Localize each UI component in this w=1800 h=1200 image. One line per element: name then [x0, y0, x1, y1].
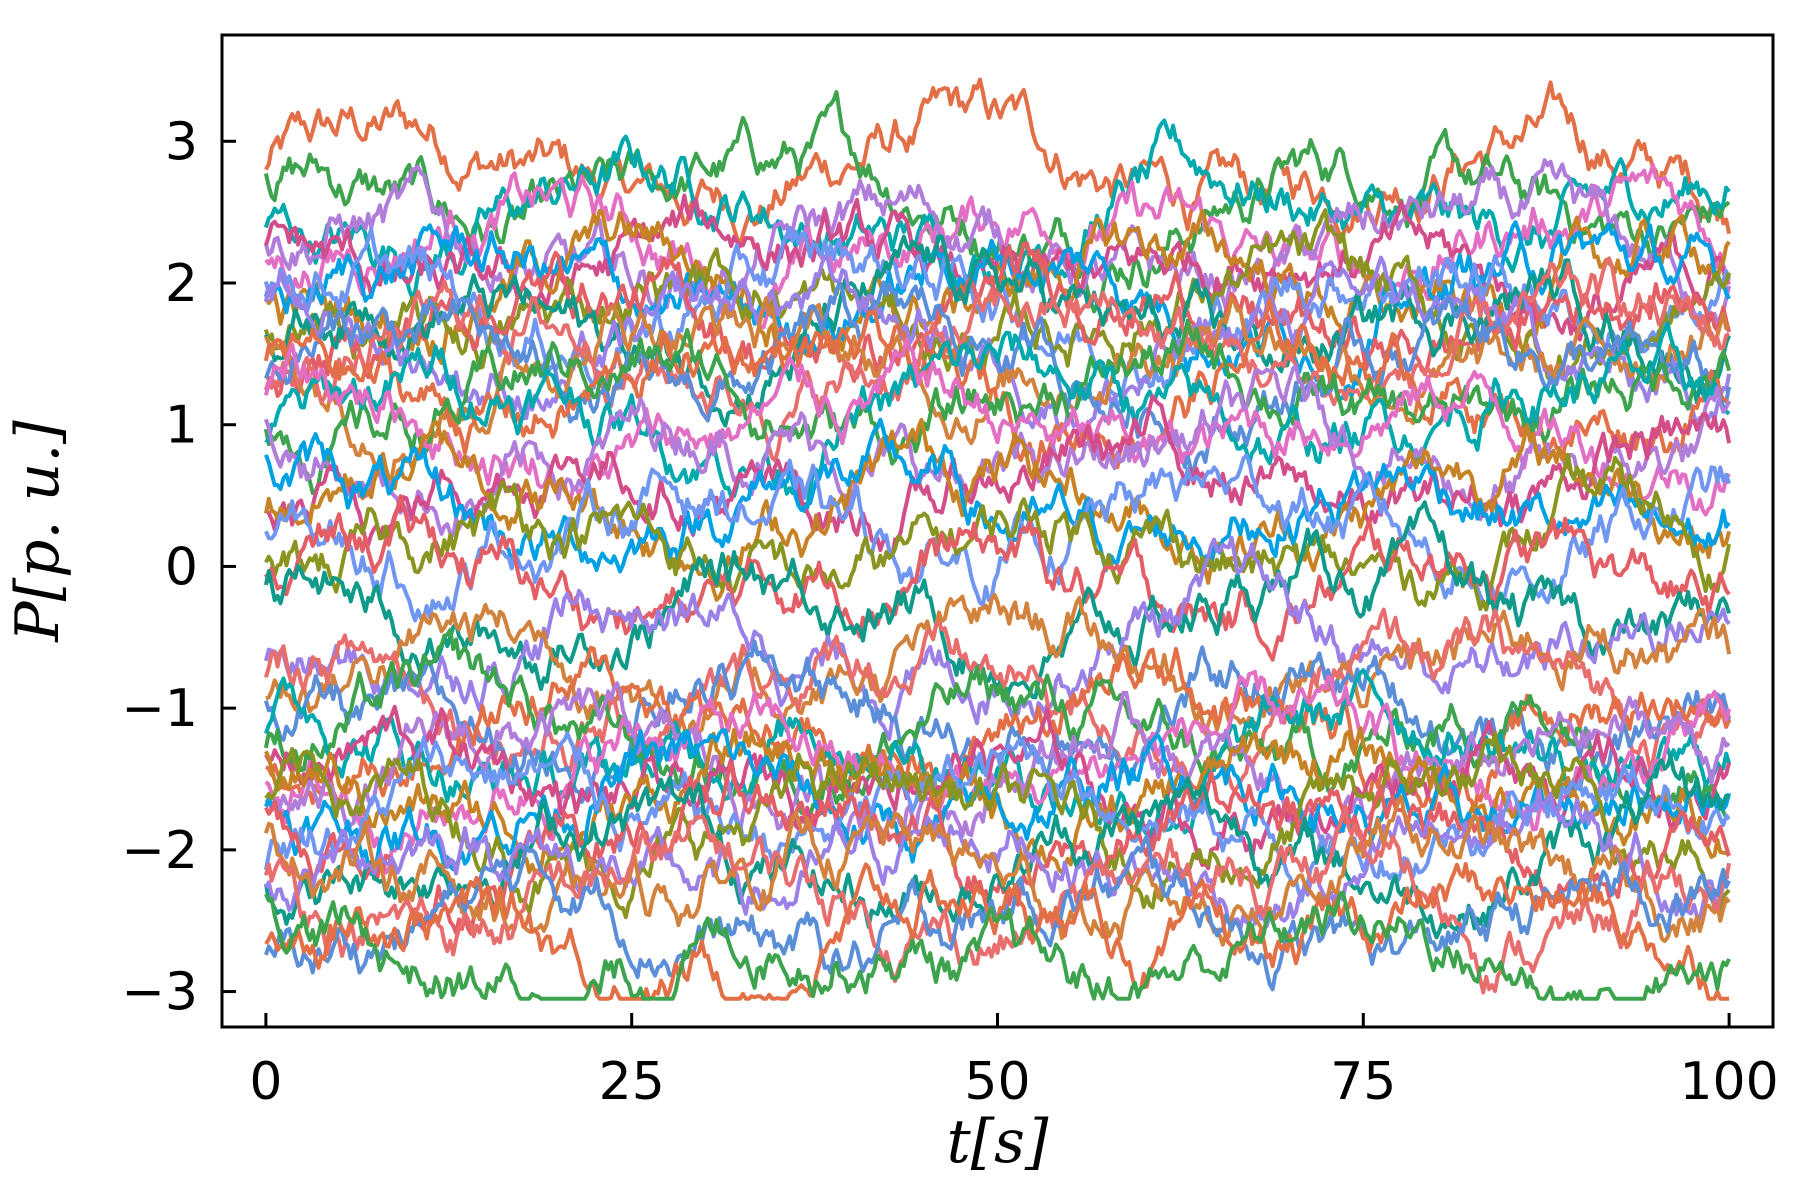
series-line-8 [263, 220, 1731, 401]
ticks-group: 0 25 50 75 100 −3 −2 −1 0 1 2 3 [121, 112, 1778, 1112]
x-tick-label-50: 50 [964, 1052, 1030, 1112]
y-axis-label: P[p. u.] [3, 420, 73, 643]
y-tick-label-1: 1 [165, 396, 198, 456]
series-line-20 [263, 337, 1731, 517]
x-tick-label-75: 75 [1330, 1052, 1396, 1112]
x-tick-label-25: 25 [599, 1052, 665, 1112]
series-line-30 [265, 592, 1732, 744]
series-line-50 [264, 890, 1731, 1001]
series-line-15 [263, 256, 1730, 463]
y-tick-label-3: 3 [165, 112, 198, 172]
y-tick-label-2: 2 [165, 254, 198, 314]
y-tick-label--1: −1 [121, 679, 198, 739]
series-line-46 [263, 794, 1731, 947]
y-tick-label--2: −2 [121, 821, 198, 881]
y-tick-label-0: 0 [165, 537, 198, 597]
x-tick-label-0: 0 [249, 1052, 282, 1112]
series-line-26 [264, 452, 1732, 612]
series-line-41 [263, 731, 1731, 903]
series-line-24 [264, 417, 1731, 574]
series-line-47 [263, 804, 1732, 995]
series-line-19 [264, 321, 1731, 513]
series-line-18 [263, 318, 1732, 495]
y-tick-label--3: −3 [121, 963, 198, 1023]
series-line-23 [263, 417, 1732, 602]
series-group [263, 77, 1732, 1001]
x-axis-label: t[s] [947, 1107, 1049, 1177]
series-line-31 [263, 607, 1732, 794]
x-tick-label-100: 100 [1679, 1052, 1778, 1112]
